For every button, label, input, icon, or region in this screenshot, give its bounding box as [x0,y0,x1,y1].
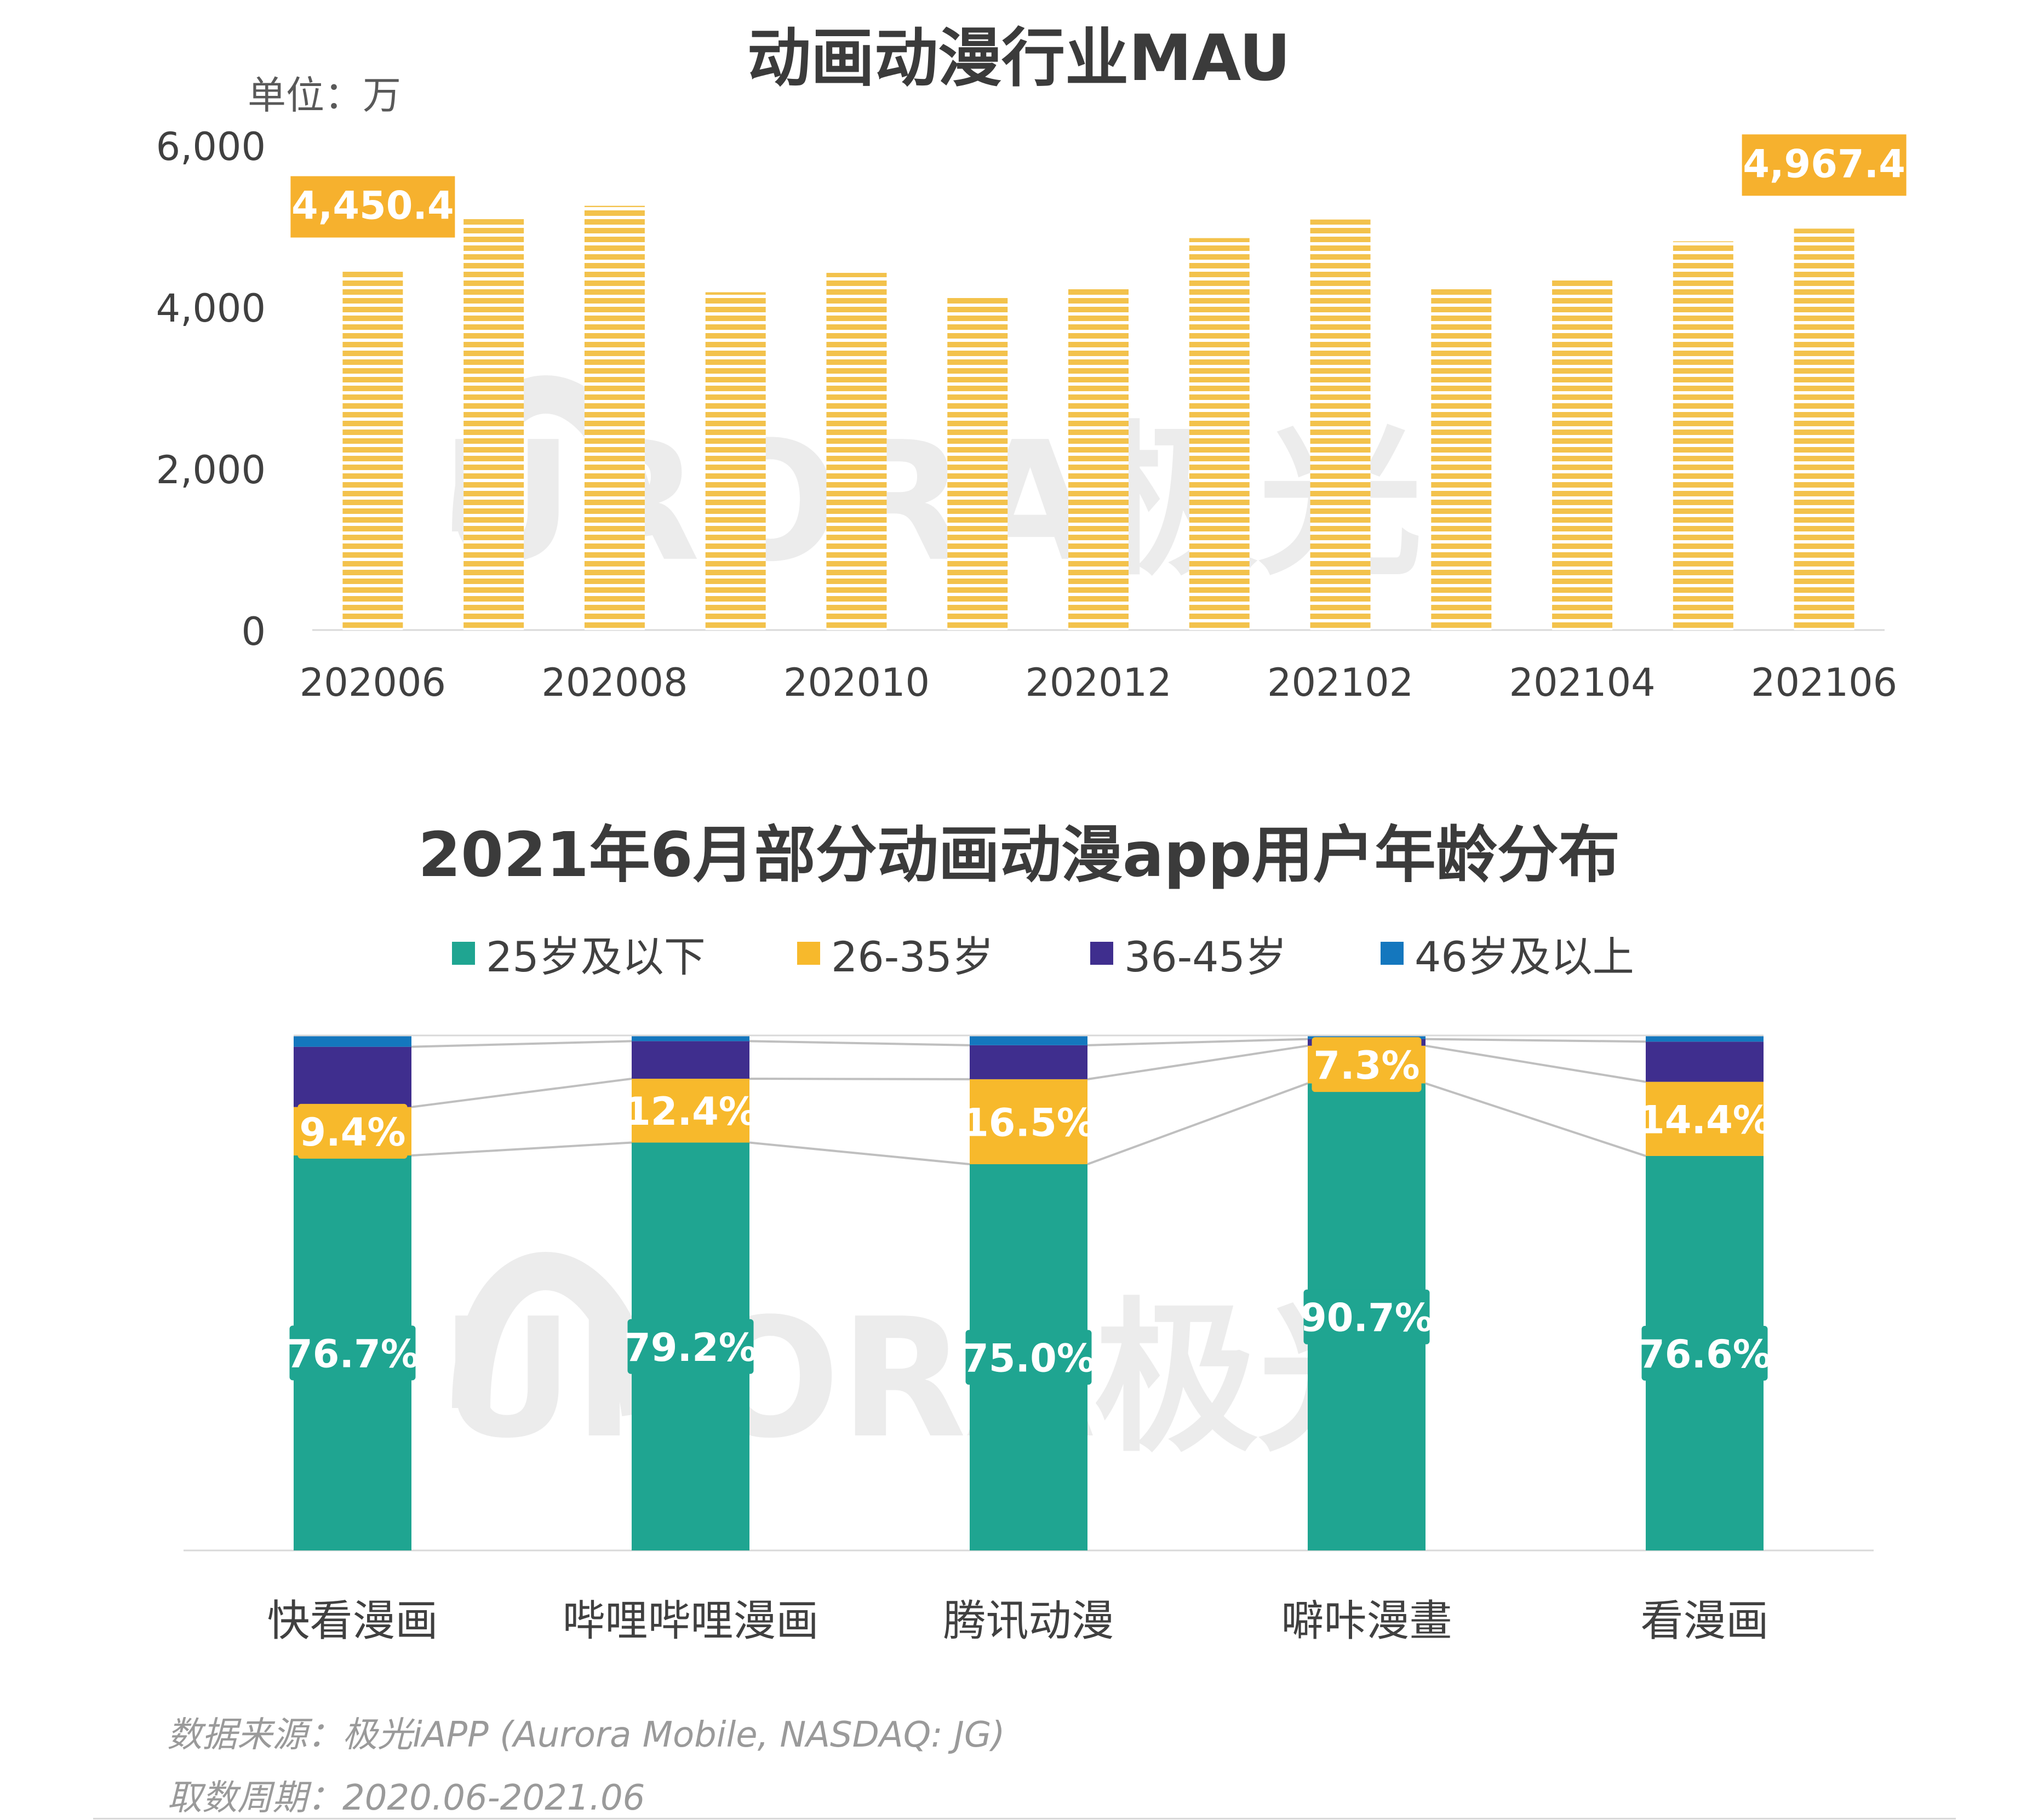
mau-x-tick-label: 202006 [300,660,446,705]
mau-y-tick-label: 2,000 [156,448,266,493]
legend-item-46-plus: 46岁及以上 [1381,923,1634,983]
legend-item-36-45: 36-45岁 [1090,923,1287,983]
watermark-swoosh [452,1252,660,1416]
age-connector-line [411,1077,632,1108]
legend-label: 46岁及以上 [1415,932,1634,981]
age-bar-segment [1646,1035,1764,1042]
age-data-label: 14.4% [1638,1097,1771,1142]
mau-x-tick-label: 202010 [783,660,930,705]
mau-unit-label: 单位：万 [248,73,401,118]
mau-y-tick-label: 0 [241,609,266,654]
age-data-label: 90.7% [1300,1296,1433,1341]
legend-item-under-25: 25岁及以下 [452,923,706,983]
legend-swatch [797,942,820,965]
age-data-label: 75.0% [962,1336,1095,1381]
legend-swatch [452,942,475,965]
mau-x-tick-label: 202104 [1509,660,1655,705]
age-data-label-bg [1650,1091,1760,1147]
mau-y-tick-label: 4,000 [156,286,266,331]
age-bar-segment [294,1046,411,1107]
legend-label: 26-35岁 [831,932,994,981]
age-connector-line [1087,1044,1308,1080]
age-data-label-bg [636,1083,746,1138]
age-connector-line [749,1141,970,1165]
age-data-label: 12.4% [624,1089,757,1134]
mau-bar [1552,277,1613,630]
mau-bar [463,218,524,630]
mau-x-tick-label: 202102 [1267,660,1413,705]
mau-bar [1068,289,1129,630]
mau-x-tick-label: 202012 [1025,660,1171,705]
mau-bar [1431,288,1492,630]
age-x-tick-label: 快看漫画 [267,1596,438,1646]
watermark-text: URORA极光 [440,1283,1423,1474]
legend-swatch [1381,942,1404,965]
mau-x-tick-label: 202106 [1751,660,1897,705]
age-legend: 25岁及以下 26-35岁 36-45岁 46岁及以上 [0,923,2038,989]
age-data-label: 16.5% [962,1100,1095,1145]
age-data-label: 9.4% [299,1110,405,1155]
legend-label: 36-45岁 [1124,932,1287,981]
age-x-tick-label: 看漫画 [1640,1596,1768,1646]
mau-bar [947,297,1008,630]
age-data-label: 7.3% [1313,1043,1419,1088]
mau-bar [826,273,887,630]
age-data-label-bg [1641,1325,1768,1381]
age-data-label-bg [1312,1037,1422,1092]
age-data-label-bg [289,1325,416,1381]
age-bar-segment [1646,1041,1764,1082]
footer-period: 取数周期：2020.06-2021.06 [167,1778,645,1818]
age-data-label: 76.7% [286,1332,419,1377]
age-data-label-bg [965,1330,1092,1385]
age-bar-segment [970,1035,1087,1045]
age-bar-segment [632,1041,749,1079]
mau-data-label: 4,450.4 [291,184,454,228]
age-x-tick-label: 腾讯动漫 [943,1596,1114,1646]
age-data-label-bg [974,1094,1084,1149]
age-connector-line [1425,1044,1646,1083]
mau-bar [584,205,645,630]
age-x-tick-label: 噼咔漫畫 [1281,1596,1452,1646]
age-connector-line [1425,1038,1646,1043]
age-connector-line [749,1040,970,1046]
legend-label: 25岁及以下 [486,932,706,981]
age-connector-line [1087,1038,1308,1046]
age-data-label: 76.6% [1638,1332,1771,1377]
age-connector-line [1087,1082,1308,1165]
age-x-tick-label: 哔哩哔哩漫画 [562,1596,818,1646]
mau-data-label-bg [1742,134,1907,196]
age-connector-line [1425,1082,1646,1157]
age-data-label: 79.2% [624,1325,757,1370]
legend-swatch [1090,942,1113,965]
age-connector-line [411,1141,632,1157]
mau-bar [342,270,403,630]
age-bar-segment [632,1035,749,1041]
age-connector-line [411,1040,632,1048]
legend-item-26-35: 26-35岁 [797,923,994,983]
mau-data-label-bg [290,176,455,238]
mau-bar [1673,241,1733,630]
mau-data-label: 4,967.4 [1743,141,1905,186]
footer-source: 数据来源：极光iAPP (Aurora Mobile, NASDAQ: JG) [167,1715,1005,1755]
mau-y-tick-label: 6,000 [156,124,266,169]
mau-chart-title: 动画动漫行业MAU [747,21,1291,95]
age-bar-segment [970,1045,1087,1079]
age-chart-title: 2021年6月部分动画动漫app用户年龄分布 [418,820,1620,891]
mau-bar [1310,219,1371,630]
mau-x-tick-label: 202008 [541,660,688,705]
age-data-label-bg [297,1103,408,1159]
watermark-logo: URORA极光 [440,1252,1423,1474]
age-data-label-bg [1303,1289,1430,1344]
mau-bar [1189,238,1250,630]
mau-bar [705,292,766,630]
mau-bar [1794,228,1854,631]
age-data-label-bg [627,1319,754,1374]
footer-divider [93,1818,1956,1819]
age-bar-segment [294,1035,411,1047]
